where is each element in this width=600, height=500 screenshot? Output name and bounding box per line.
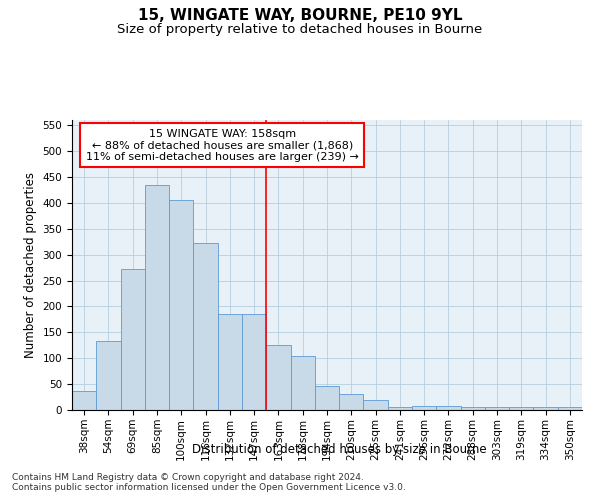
Bar — [145, 184, 169, 410]
Bar — [388, 407, 412, 410]
Bar — [266, 346, 290, 410]
Bar — [436, 406, 461, 410]
Bar — [339, 394, 364, 410]
Text: Contains HM Land Registry data © Crown copyright and database right 2024.: Contains HM Land Registry data © Crown c… — [12, 472, 364, 482]
Bar — [412, 406, 436, 410]
Bar — [558, 408, 582, 410]
Bar — [169, 200, 193, 410]
Bar — [96, 341, 121, 410]
Bar — [290, 356, 315, 410]
Bar — [121, 269, 145, 410]
Text: Contains public sector information licensed under the Open Government Licence v3: Contains public sector information licen… — [12, 482, 406, 492]
Text: Distribution of detached houses by size in Bourne: Distribution of detached houses by size … — [191, 442, 487, 456]
Bar — [218, 314, 242, 410]
Text: 15 WINGATE WAY: 158sqm
← 88% of detached houses are smaller (1,868)
11% of semi-: 15 WINGATE WAY: 158sqm ← 88% of detached… — [86, 128, 359, 162]
Bar — [193, 244, 218, 410]
Bar — [72, 391, 96, 410]
Bar — [364, 400, 388, 410]
Bar — [461, 408, 485, 410]
Bar — [242, 314, 266, 410]
Y-axis label: Number of detached properties: Number of detached properties — [24, 172, 37, 358]
Bar — [533, 408, 558, 410]
Bar — [509, 408, 533, 410]
Bar — [315, 386, 339, 410]
Text: Size of property relative to detached houses in Bourne: Size of property relative to detached ho… — [118, 22, 482, 36]
Text: 15, WINGATE WAY, BOURNE, PE10 9YL: 15, WINGATE WAY, BOURNE, PE10 9YL — [138, 8, 462, 22]
Bar — [485, 408, 509, 410]
